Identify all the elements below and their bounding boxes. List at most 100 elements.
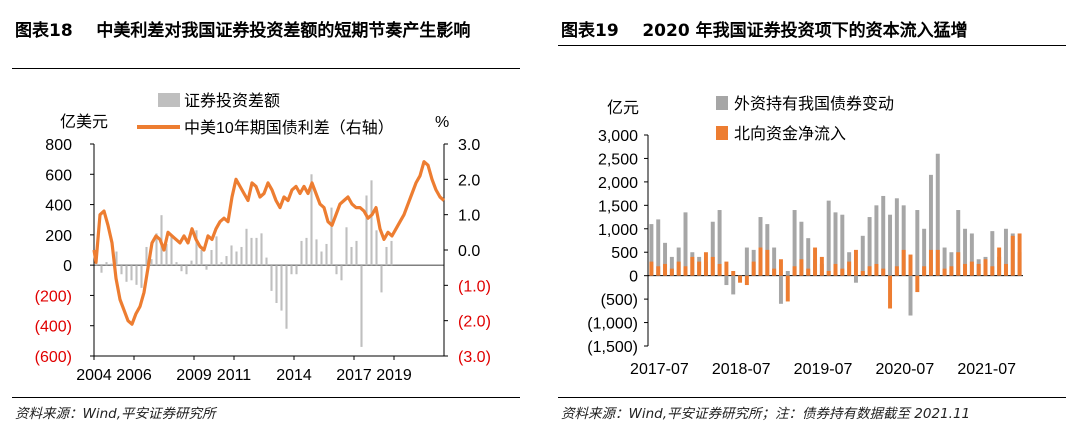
bar-northbound-inflow [751,261,756,276]
bar-foreign-bond-holdings [799,221,804,276]
y-tick-label: 3,000 [598,128,638,145]
bar-northbound-inflow [663,263,668,276]
bar-securities-balance [135,265,138,285]
bar-securities-balance [285,265,288,329]
legend-swatch-orange [716,126,728,140]
bar-foreign-bond-holdings [785,270,790,276]
bar-foreign-bond-holdings [806,238,811,276]
bar-securities-balance [340,265,343,281]
bar-northbound-inflow [703,252,708,276]
bar-northbound-inflow [976,263,981,276]
right-y-tick-label: 0.0 [458,243,480,260]
bar-securities-balance [300,240,303,266]
left-source: 资料来源：Wind,平安证券研究所 [15,406,216,422]
bar-securities-balance [180,265,183,272]
y2-axis-unit: % [435,114,449,131]
bar-northbound-inflow [656,266,661,276]
bar-securities-balance [220,262,223,266]
bar-foreign-bond-holdings [928,174,933,276]
bar-securities-balance [185,265,188,275]
bar-securities-balance [215,236,218,266]
left-y-tick-label: (200) [35,288,72,305]
bar-foreign-bond-holdings [867,217,872,276]
bar-northbound-inflow [935,249,940,276]
bar-foreign-bond-holdings [922,228,927,276]
right-y-tick-label: 2.0 [458,172,480,189]
bar-northbound-inflow [1003,263,1008,276]
x-tick-label: 2020-07 [876,361,935,378]
x-tick-label: 2006 [116,367,152,384]
bar-northbound-inflow [942,268,947,276]
bar-securities-balance [370,180,373,266]
left-chart: 800 600 400 200 0 (200) (400) (600) 3.0 2.0 1.0 0.0… [35,92,491,384]
bar-northbound-inflow [799,259,804,276]
bar-securities-balance [240,246,243,266]
left-y-tick-label: (600) [35,349,72,366]
bar-foreign-bond-holdings [792,210,797,276]
bar-foreign-bond-holdings [874,205,879,276]
bar-northbound-inflow [813,247,818,276]
bar-northbound-inflow [881,268,886,276]
y-tick-label: (1,500) [587,339,638,356]
bar-northbound-inflow [669,268,674,276]
bar-securities-balance [250,237,253,266]
bar-northbound-inflow [874,263,879,276]
bar-northbound-inflow [833,263,838,276]
bar-securities-balance [375,230,378,266]
bar-foreign-bond-holdings [969,233,974,276]
bar-northbound-inflow [963,263,968,276]
bar-northbound-inflow [949,266,954,276]
y-tick-label: 1,000 [598,222,638,239]
bar-securities-balance [325,243,328,266]
x-tick-label: 2017-07 [630,361,689,378]
bar-northbound-inflow [731,270,736,276]
bar-securities-balance [210,250,213,266]
bar-securities-balance [280,265,283,311]
left-source-rule [12,397,520,398]
bar-foreign-bond-holdings [826,200,831,276]
bar-northbound-inflow [915,275,920,293]
bar-securities-balance [380,265,383,293]
bar-foreign-bond-holdings [758,217,763,276]
bar-securities-balance [315,239,318,266]
x-tick-label: 2011 [217,367,252,384]
bar-northbound-inflow [969,261,974,276]
left-title-rule [12,68,520,69]
bar-foreign-bond-holdings [1003,228,1008,276]
y-axis-unit: 亿美元 [60,113,108,131]
bar-securities-balance [245,228,248,266]
y-tick-label: 0 [629,269,638,286]
bar-foreign-bond-holdings [731,275,736,295]
bar-northbound-inflow [888,275,893,309]
bar-securities-balance [235,251,238,266]
bar-northbound-inflow [690,256,695,276]
bar-securities-balance [170,234,173,266]
legend-swatch-gray [716,96,728,110]
bar-northbound-inflow [758,247,763,276]
bar-foreign-bond-holdings [949,252,954,276]
bar-securities-balance [130,265,133,281]
bar-northbound-inflow [738,275,743,283]
y-tick-label: 2,000 [598,175,638,192]
bar-foreign-bond-holdings [710,221,715,276]
right-source: 资料来源：Wind,平安证券研究所；注：债券持有数据截至 2021.11 [561,406,971,422]
bar-northbound-inflow [860,270,865,276]
bar-foreign-bond-holdings [833,212,838,276]
bar-foreign-bond-holdings [840,214,845,276]
bar-securities-balance [125,265,128,282]
left-panel-title: 图表18 中美利差对我国证券投资差额的短期节奏产生影响 [15,21,471,41]
left-y-tick-label: 400 [45,198,72,215]
bar-northbound-inflow [819,256,824,276]
bar-northbound-inflow [853,249,858,276]
bar-foreign-bond-holdings [669,256,674,276]
bar-northbound-inflow [649,261,654,276]
bar-foreign-bond-holdings [778,275,783,304]
x-tick-label: 2018-07 [712,361,771,378]
bar-securities-balance [120,265,123,275]
bar-northbound-inflow [744,275,749,286]
bar-northbound-inflow [697,261,702,276]
legend-label-orange: 北向资金净流入 [734,125,846,143]
bar-foreign-bond-holdings [894,198,899,276]
bar-northbound-inflow [683,266,688,276]
bar-foreign-bond-holdings [656,219,661,276]
